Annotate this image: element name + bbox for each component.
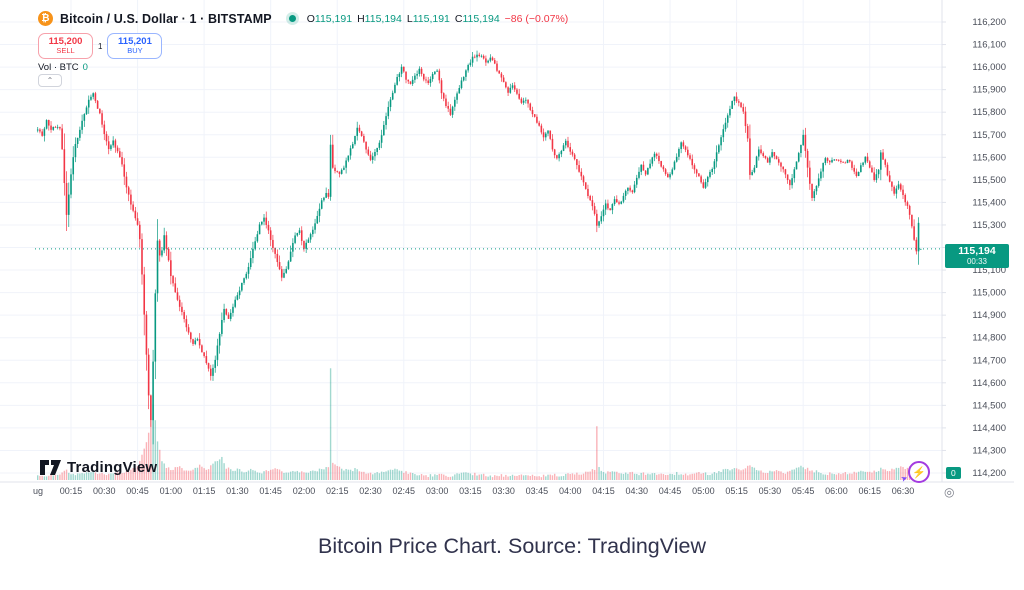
sell-price: 115,200 (48, 36, 83, 48)
open-value: 115,191 (314, 12, 353, 25)
svg-text:ug: ug (33, 486, 43, 496)
current-price-label: 115,194 00:33 (945, 244, 1009, 268)
svg-text:115,400: 115,400 (972, 197, 1006, 208)
svg-text:114,400: 114,400 (972, 423, 1006, 434)
sell-label: SELL (56, 46, 75, 56)
buy-button[interactable]: 115,201 BUY (107, 33, 163, 59)
svg-text:02:15: 02:15 (326, 486, 349, 496)
svg-text:03:15: 03:15 (459, 486, 482, 496)
buy-label: BUY (127, 46, 143, 56)
sell-button[interactable]: 115,200 SELL (38, 33, 93, 59)
svg-text:114,600: 114,600 (972, 378, 1006, 389)
svg-text:115,100: 115,100 (972, 265, 1006, 276)
volume-indicator-row[interactable]: Vol · BTC 0 (38, 62, 88, 73)
lightning-icon: ⚡ (912, 466, 926, 479)
spread-value: 1 (98, 41, 103, 51)
svg-text:115,800: 115,800 (972, 107, 1006, 118)
svg-text:04:45: 04:45 (659, 486, 682, 496)
svg-text:114,300: 114,300 (972, 445, 1006, 456)
buy-price: 115,201 (118, 36, 152, 48)
svg-text:00:30: 00:30 (93, 486, 116, 496)
tradingview-logo[interactable]: TradingView (40, 459, 157, 476)
tradingview-logo-text: TradingView (67, 459, 158, 476)
image-caption: Bitcoin Price Chart. Source: TradingView (318, 534, 706, 558)
svg-text:01:45: 01:45 (259, 486, 282, 496)
bitcoin-icon: ₿ (38, 11, 53, 26)
close-label: C (454, 12, 463, 25)
svg-text:04:15: 04:15 (592, 486, 615, 496)
bar-countdown: 00:33 (966, 257, 988, 266)
scroll-to-latest-icon[interactable]: ◎ (944, 485, 955, 499)
svg-text:115,600: 115,600 (972, 152, 1006, 163)
svg-text:05:30: 05:30 (759, 486, 782, 496)
svg-text:116,200: 116,200 (972, 17, 1006, 28)
volume-axis-zero-label: 0 (946, 467, 961, 479)
high-value: 115,194 (364, 12, 402, 25)
svg-text:116,000: 116,000 (972, 62, 1006, 73)
svg-text:114,200: 114,200 (972, 468, 1006, 479)
svg-text:01:30: 01:30 (226, 486, 249, 496)
svg-text:04:00: 04:00 (559, 486, 582, 496)
high-label: H (357, 12, 365, 25)
close-value: 115,194 (462, 12, 500, 25)
ohlc-readout: O115,191 H115,194 L115,191 C115,194 −86 … (307, 13, 569, 25)
svg-text:05:00: 05:00 (692, 486, 715, 496)
trade-panel: 115,200 SELL 1 115,201 BUY (38, 33, 163, 59)
svg-text:115,900: 115,900 (972, 85, 1006, 96)
symbol-title[interactable]: Bitcoin / U.S. Dollar · 1 · BITSTAMP (60, 11, 272, 26)
volume-indicator-value: 0 (82, 62, 88, 73)
low-value: 115,191 (412, 12, 450, 25)
svg-text:01:15: 01:15 (193, 486, 216, 496)
svg-text:06:30: 06:30 (892, 486, 915, 496)
svg-text:114,500: 114,500 (972, 400, 1006, 411)
svg-text:00:15: 00:15 (60, 486, 83, 496)
volume-indicator-label: Vol · BTC (38, 62, 79, 73)
svg-text:115,000: 115,000 (972, 288, 1006, 299)
svg-text:115,300: 115,300 (972, 220, 1006, 231)
svg-text:115,500: 115,500 (972, 175, 1006, 186)
svg-text:03:30: 03:30 (492, 486, 515, 496)
svg-text:116,100: 116,100 (972, 40, 1006, 51)
instant-order-icon[interactable]: ⚡ (908, 461, 930, 483)
svg-text:02:30: 02:30 (359, 486, 382, 496)
svg-text:04:30: 04:30 (626, 486, 649, 496)
chart-legend: ₿ Bitcoin / U.S. Dollar · 1 · BITSTAMP O… (38, 11, 568, 26)
chevron-up-icon: ⌃ (46, 76, 54, 85)
tradingview-chart-widget: 116,200 116,100 116,000 115,900 115,800 115,7… (0, 0, 1024, 510)
svg-text:03:00: 03:00 (426, 486, 449, 496)
low-label: L (406, 12, 413, 25)
svg-text:114,900: 114,900 (972, 310, 1006, 321)
svg-text:06:15: 06:15 (858, 486, 881, 496)
current-price-value: 115,194 (958, 245, 996, 257)
svg-text:06:00: 06:00 (825, 486, 848, 496)
svg-text:05:15: 05:15 (725, 486, 748, 496)
svg-text:00:45: 00:45 (126, 486, 149, 496)
svg-text:05:45: 05:45 (792, 486, 815, 496)
svg-text:114,700: 114,700 (972, 355, 1006, 366)
collapse-panel-button[interactable]: ⌃ (38, 74, 62, 87)
svg-text:01:00: 01:00 (160, 486, 183, 496)
live-status-icon (288, 15, 296, 22)
candlestick-chart-canvas[interactable]: 116,200 116,100 116,000 115,900 115,800 115,7… (0, 0, 1024, 510)
open-label: O (306, 12, 315, 25)
svg-text:114,800: 114,800 (972, 333, 1006, 344)
svg-text:115,700: 115,700 (972, 130, 1006, 141)
tradingview-mark-icon (40, 460, 61, 475)
svg-text:02:45: 02:45 (393, 486, 416, 496)
svg-text:03:45: 03:45 (526, 486, 549, 496)
svg-text:02:00: 02:00 (293, 486, 316, 496)
change-value: −86 (−0.07%) (504, 12, 569, 25)
